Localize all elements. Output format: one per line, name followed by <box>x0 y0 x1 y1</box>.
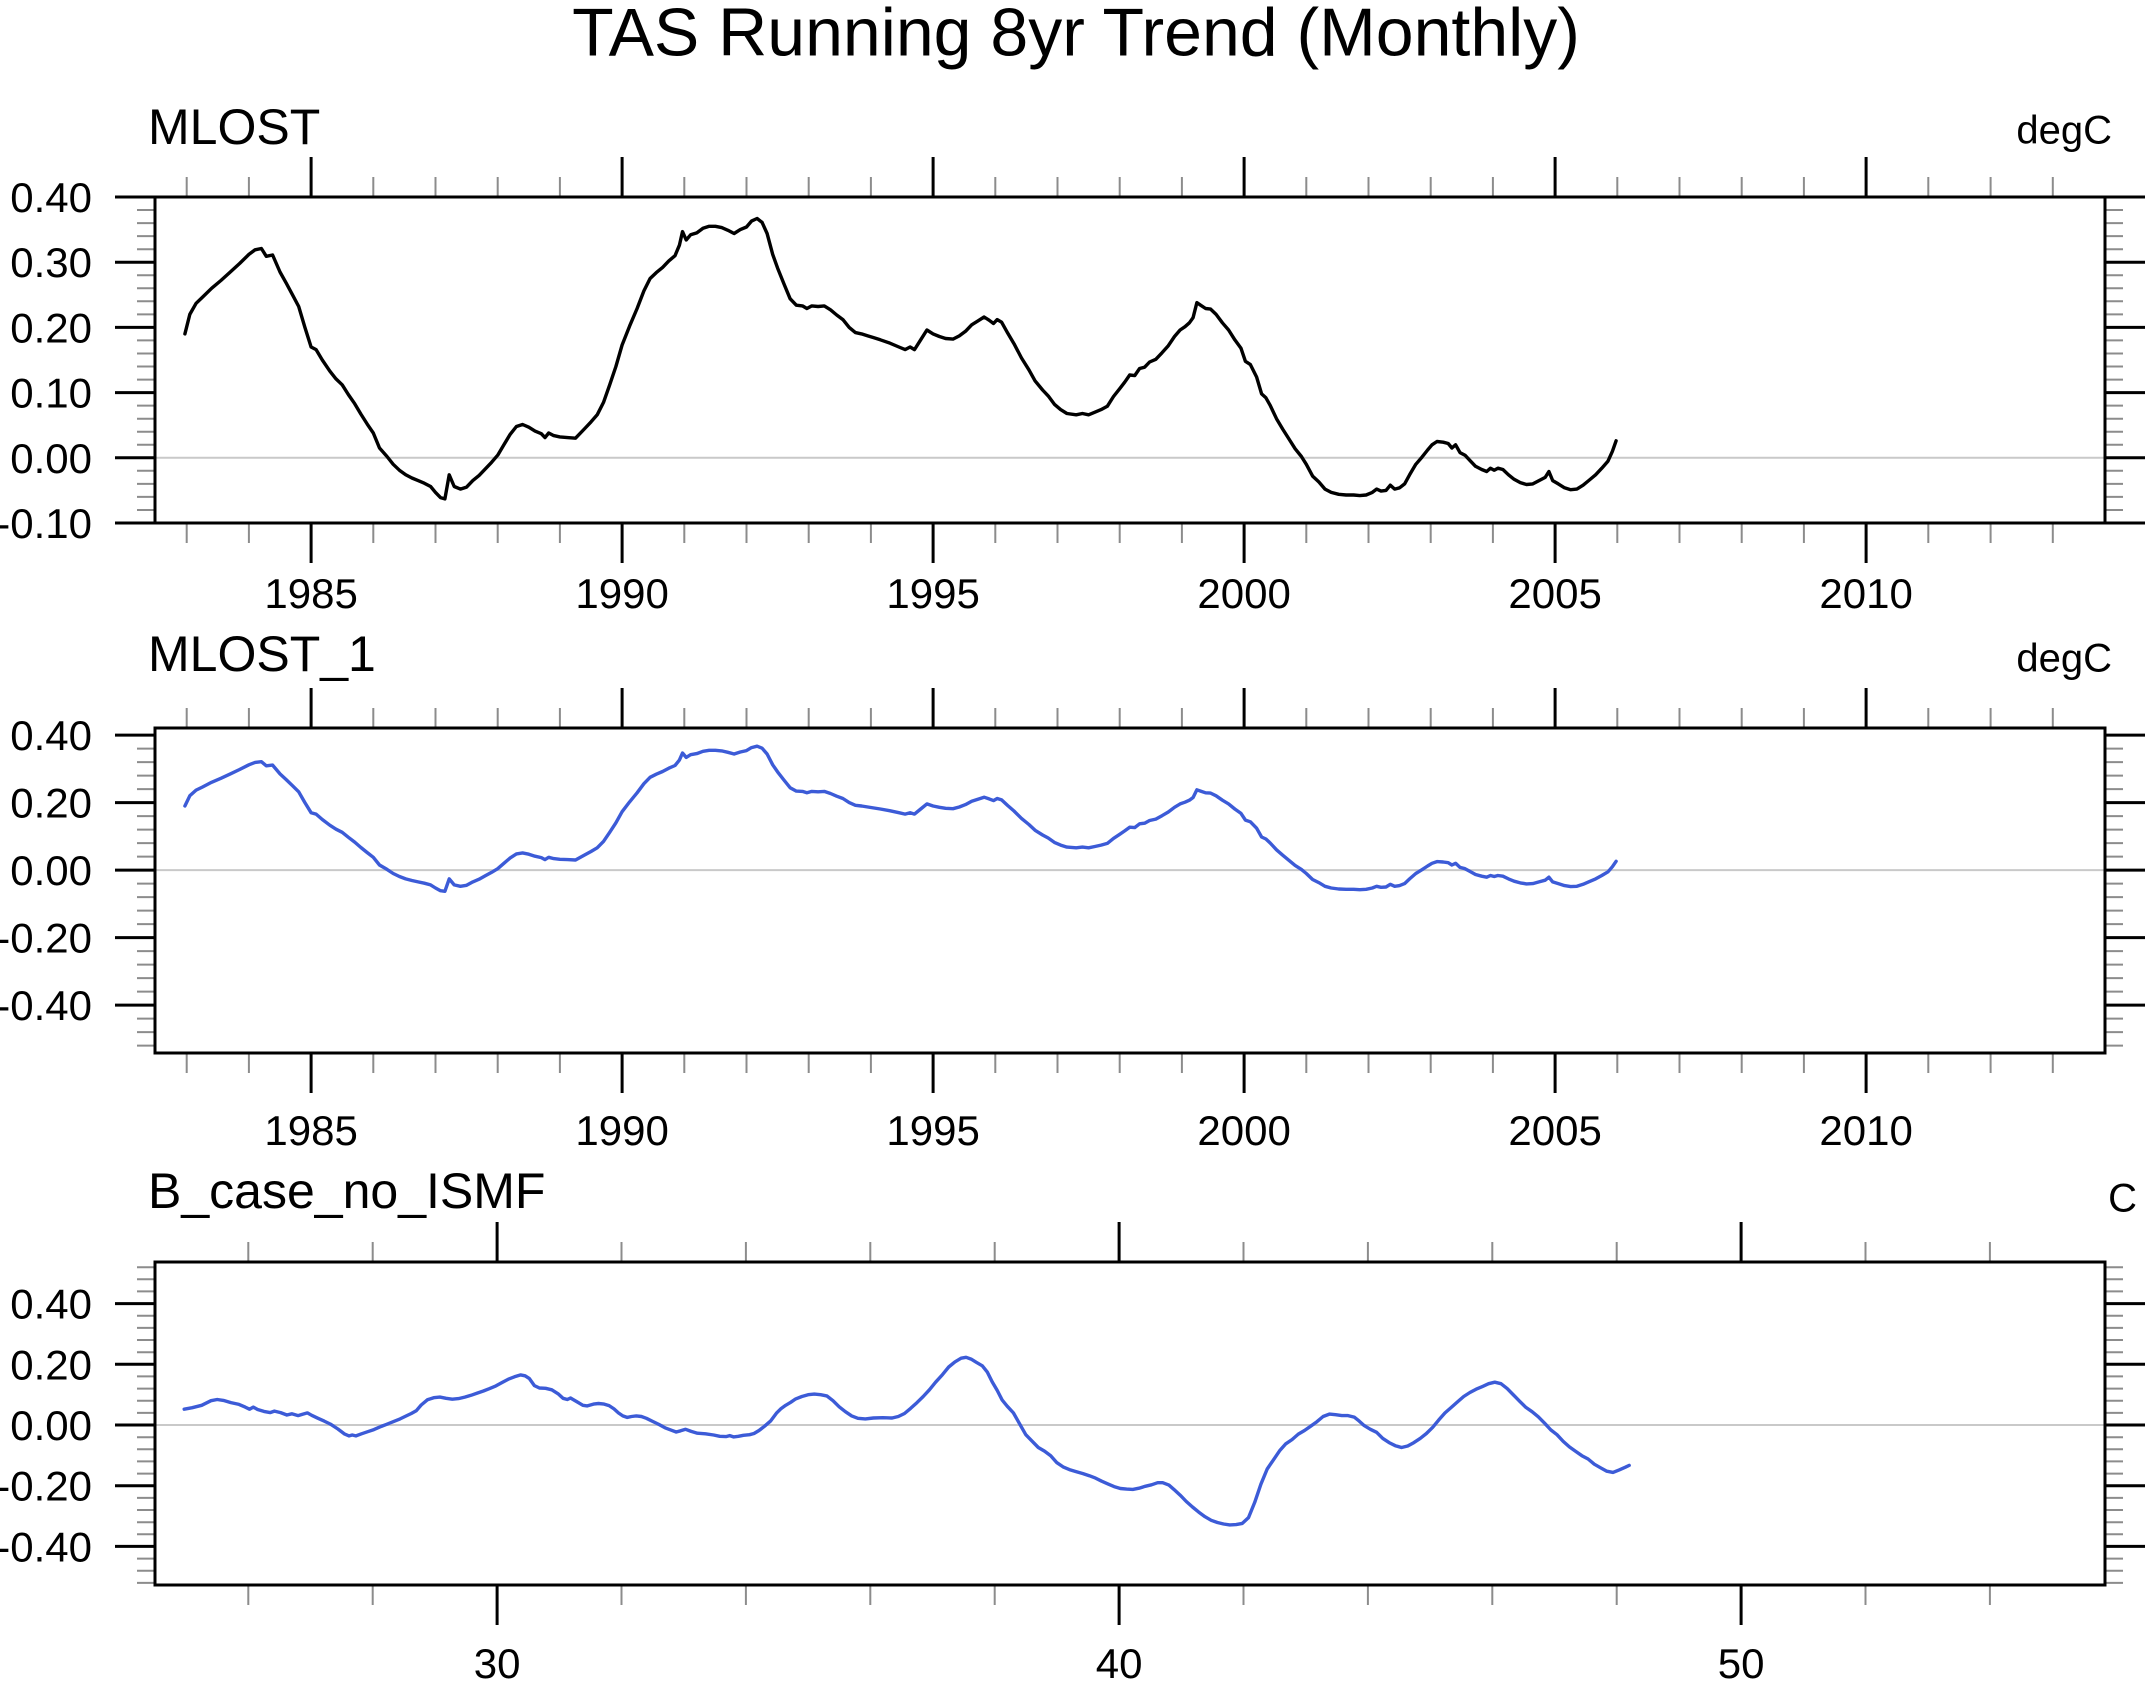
y-tick-label: 0.30 <box>10 239 92 286</box>
x-tick-label: 1985 <box>264 1107 357 1154</box>
plot-frame <box>153 726 2107 1055</box>
panel-title-mlost: MLOST <box>148 98 321 155</box>
x-tick-label: 2010 <box>1819 570 1912 617</box>
plot-frame <box>153 1260 2107 1587</box>
plot-frame <box>153 195 2107 525</box>
y-tick-label: -0.10 <box>0 500 92 547</box>
figure-title: TAS Running 8yr Trend (Monthly) <box>572 0 1580 71</box>
y-tick-label: 0.40 <box>10 174 92 221</box>
panel-MLOST_1: 1985 1990 1995 2000 2005 2010 0.40 0.20 0.00 -0.2… <box>0 688 2145 1154</box>
x-tick-label: 2000 <box>1197 1107 1290 1154</box>
series-line-MLOST <box>183 216 1618 501</box>
y-tick-label: 0.20 <box>10 304 92 351</box>
y-tick-label: -0.40 <box>0 982 92 1029</box>
y-tick-label: 0.10 <box>10 370 92 417</box>
y-tick-label: -0.40 <box>0 1523 92 1570</box>
x-tick-label: 1985 <box>264 570 357 617</box>
y-tick-label: 0.00 <box>10 847 92 894</box>
y-tick-label: 0.20 <box>10 780 92 827</box>
y-tick-label: 0.20 <box>10 1341 92 1388</box>
series-line-MLOST <box>183 744 1618 893</box>
x-tick-label: 2010 <box>1819 1107 1912 1154</box>
x-tick-label: 2005 <box>1508 570 1601 617</box>
y-tick-label: -0.20 <box>0 1463 92 1510</box>
x-tick-label: 50 <box>1718 1640 1765 1687</box>
x-tick-label: 1995 <box>886 570 979 617</box>
x-tick-label: 2000 <box>1197 570 1290 617</box>
y-tick-label: 0.40 <box>10 712 92 759</box>
y-tick-label: -0.20 <box>0 915 92 962</box>
panel-unit-b-case-no-ismf: C <box>2108 1176 2137 1221</box>
panel-unit-mlost-1: degC <box>2016 636 2112 681</box>
series-line-B_case_no_ISMF <box>182 1355 1631 1527</box>
panel-title-b-case-no-ismf: B_case_no_ISMF <box>148 1162 546 1219</box>
panel-MLOST: 1985 1990 1995 2000 2005 2010 0.40 0.30 0.20 0.10… <box>0 157 2145 617</box>
x-tick-label: 30 <box>474 1640 521 1687</box>
y-tick-label: 0.00 <box>10 1402 92 1449</box>
panel-unit-mlost: degC <box>2016 108 2112 153</box>
x-tick-label: 1990 <box>575 570 668 617</box>
x-tick-label: 1995 <box>886 1107 979 1154</box>
x-tick-label: 1990 <box>575 1107 668 1154</box>
x-tick-label: 40 <box>1096 1640 1143 1687</box>
x-tick-label: 2005 <box>1508 1107 1601 1154</box>
panel-B_case_no_ISMF: 30 40 50 0.40 0.20 0.00 -0.20 -0.40 <box>0 1222 2145 1687</box>
y-tick-label: 0.00 <box>10 435 92 482</box>
y-tick-label: 0.40 <box>10 1281 92 1328</box>
panel-title-mlost-1: MLOST_1 <box>148 625 376 682</box>
